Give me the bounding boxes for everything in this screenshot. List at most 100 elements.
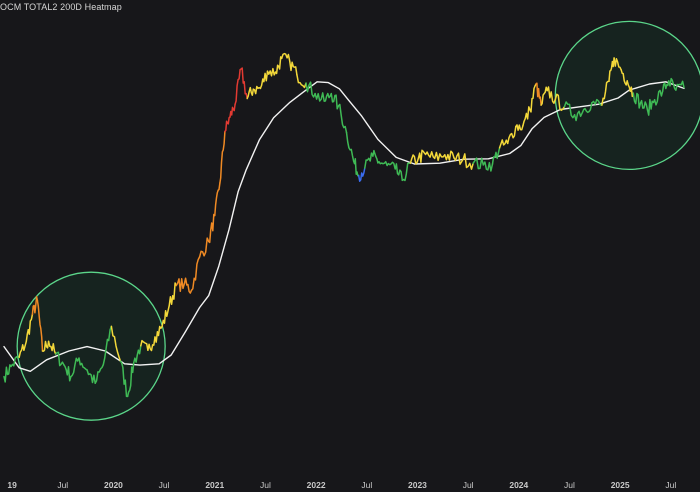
price-segment	[386, 161, 396, 170]
x-tick-label: 2020	[104, 480, 123, 490]
price-segment	[482, 161, 494, 172]
price-segment	[246, 86, 255, 100]
price-segment	[613, 57, 622, 71]
price-segment	[653, 89, 664, 106]
price-segment	[546, 86, 557, 104]
price-line-layer	[3, 52, 685, 398]
x-tick-label: 2024	[509, 480, 528, 490]
price-segment	[372, 149, 380, 164]
price-segment	[601, 80, 610, 106]
price-segment	[229, 103, 236, 118]
highlight-circle-1	[16, 271, 166, 421]
price-segment	[352, 158, 360, 177]
price-segment	[646, 98, 656, 116]
price-segment	[424, 151, 436, 160]
price-segment	[675, 80, 685, 91]
price-segment	[161, 304, 170, 328]
price-segment	[102, 325, 113, 366]
price-segment	[591, 98, 603, 106]
price-segment	[498, 139, 509, 149]
price-segment	[78, 357, 88, 371]
x-tick-label: Jul	[159, 480, 170, 490]
price-segment	[259, 70, 269, 90]
price-segment	[305, 81, 316, 98]
price-segment	[25, 313, 34, 343]
price-segment	[401, 162, 412, 182]
price-segment	[280, 52, 291, 63]
price-segment	[63, 363, 72, 382]
price-segment	[364, 152, 374, 169]
price-segment	[190, 256, 201, 292]
x-tick-label: Jul	[463, 480, 474, 490]
price-segment	[462, 153, 474, 170]
price-segment	[110, 325, 122, 362]
price-segment	[54, 351, 65, 367]
price-segment	[345, 131, 355, 162]
x-tick-label: Jul	[260, 480, 271, 490]
price-segment	[175, 277, 186, 293]
price-segment	[529, 83, 537, 113]
x-tick-label: 2021	[205, 480, 224, 490]
price-segment	[252, 85, 262, 95]
price-segment	[36, 299, 44, 352]
price-segment	[132, 345, 142, 364]
price-segment	[70, 357, 80, 378]
price-segment	[639, 99, 649, 111]
price-segment	[433, 151, 446, 162]
price-segment	[10, 355, 20, 368]
price-segment	[119, 360, 129, 398]
price-segment	[183, 277, 193, 294]
price-segment	[168, 282, 178, 307]
chart-title: OCM TOTAL2 200D Heatmap	[0, 2, 122, 12]
highlight-circles	[16, 20, 700, 421]
price-segment	[154, 325, 163, 343]
price-segment	[323, 92, 333, 102]
price-segment	[198, 237, 210, 258]
price-segment	[668, 77, 677, 91]
price-segment	[31, 296, 39, 316]
x-tick-label: 2022	[307, 480, 326, 490]
price-segment	[234, 68, 242, 105]
x-tick-label: 19	[7, 480, 17, 490]
price-segment	[661, 80, 670, 92]
price-segment	[274, 56, 283, 75]
price-segment	[608, 57, 615, 83]
price-segment	[620, 69, 628, 86]
x-tick-label: 2023	[408, 480, 427, 490]
x-tick-label: Jul	[665, 480, 676, 490]
price-segment	[314, 92, 325, 102]
price-segment	[554, 93, 566, 112]
price-segment	[491, 147, 501, 165]
price-segment	[394, 163, 404, 182]
price-segment	[147, 336, 156, 352]
price-segment	[417, 149, 427, 164]
x-tick-label: Jul	[361, 480, 372, 490]
price-segment	[47, 340, 57, 355]
price-segment	[86, 369, 96, 384]
price-segment	[289, 60, 298, 76]
price-segment	[18, 340, 28, 358]
price-segment	[522, 106, 531, 127]
price-segment	[515, 124, 524, 131]
price-segment	[378, 160, 388, 167]
highlight-circle-2	[554, 20, 700, 171]
price-segment	[582, 102, 593, 114]
price-segment	[535, 82, 542, 106]
price-segment	[472, 157, 485, 170]
price-segment	[330, 92, 340, 110]
series-200d-line	[3, 81, 685, 372]
price-segment	[3, 364, 12, 383]
price-segment	[573, 108, 585, 122]
x-axis-ticks: 19 Jul 2020 Jul 2021 Jul 2022 Jul 2023 Jul 2024 Jul…	[7, 480, 676, 490]
x-tick-label: Jul	[57, 480, 68, 490]
price-segment	[94, 363, 105, 384]
x-tick-label: 2025	[611, 480, 630, 490]
ma-200d-layer	[3, 81, 685, 372]
price-segment	[540, 86, 548, 106]
price-segment	[563, 101, 576, 119]
price-segment	[214, 182, 221, 217]
price-segment	[207, 213, 216, 244]
price-segment	[632, 92, 642, 109]
x-tick-label: Jul	[564, 480, 575, 490]
